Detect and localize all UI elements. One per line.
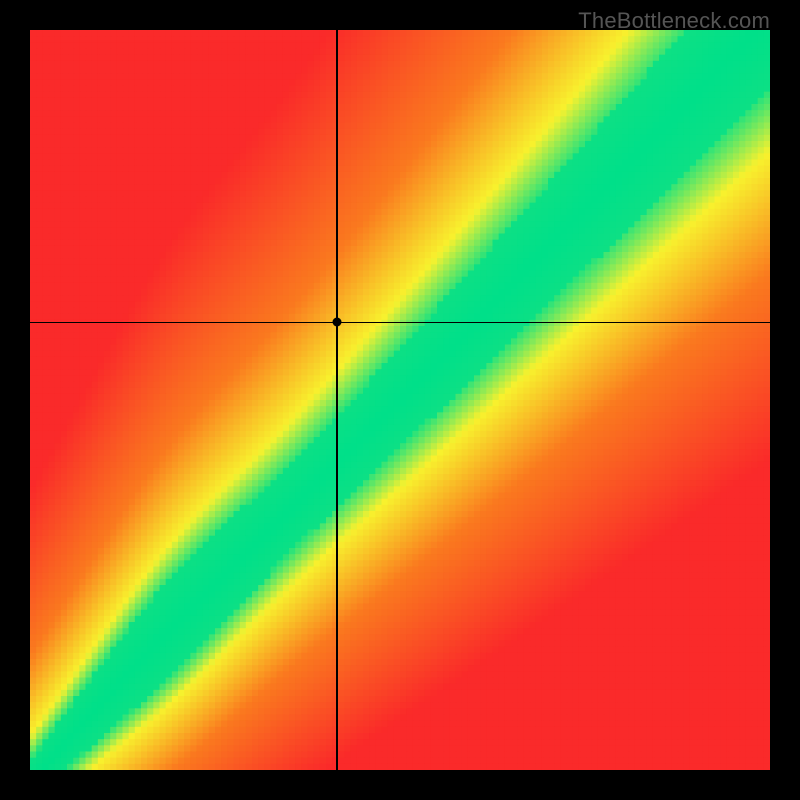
- plot-area: [30, 30, 770, 770]
- selection-marker: [333, 318, 342, 327]
- heatmap-canvas: [30, 30, 770, 770]
- crosshair-horizontal: [30, 322, 770, 324]
- watermark-text: TheBottleneck.com: [578, 8, 770, 34]
- chart-frame: TheBottleneck.com: [0, 0, 800, 800]
- crosshair-vertical: [336, 30, 338, 770]
